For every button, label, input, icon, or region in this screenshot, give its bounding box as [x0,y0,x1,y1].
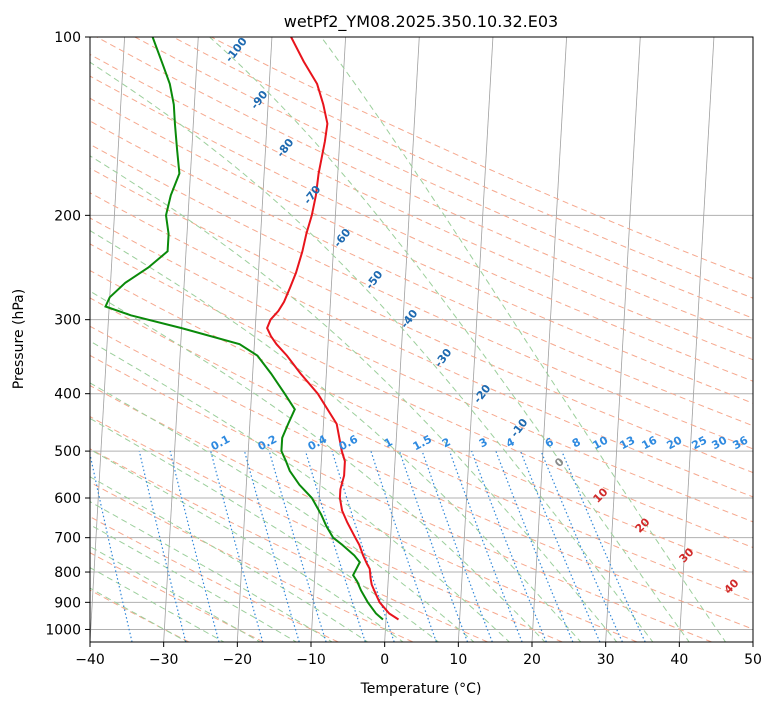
x-tick-label: 30 [597,652,615,668]
y-tick-label: 400 [54,387,81,403]
mixing-ratio-line [520,450,601,642]
mixing-ratio-line [304,450,366,642]
y-axis-label: Pressure (hPa) [11,289,27,389]
x-tick-label: −20 [223,652,253,668]
dry-adiabat-line [134,37,753,319]
chart-title: wetPf2_YM08.2025.350.10.32.E03 [284,12,558,32]
x-tick-label: 0 [380,652,389,668]
moist-adiabat-line [90,382,475,642]
dry-adiabat-line [90,354,712,642]
isotherm-line [457,37,494,642]
mixing-ratio-label: 25 [690,434,710,453]
dry-adiabat-line [90,167,753,474]
dry-adiabat-line [172,37,753,299]
isotherm-line [678,37,715,642]
isotherm-line [163,37,199,642]
mixing-ratio-line [495,450,574,642]
isotherm-line [236,37,273,642]
mixing-ratio-line [471,450,547,642]
x-tick-label: 20 [523,652,541,668]
moist-adiabat-line [90,524,298,642]
mixing-ratio-line [90,451,133,642]
temperature-profile-line [266,37,400,621]
moist-adiabat-line [90,61,654,642]
y-tick-label: 800 [54,565,81,581]
dry-adiabat-line [96,37,753,340]
isotherm-line [90,37,125,642]
moist-adiabat-line [90,448,404,642]
dry-adiabat-line [90,384,638,642]
isotherm-line [531,37,567,642]
mixing-ratio-line [448,450,523,642]
y-tick-label: 200 [54,208,81,224]
y-tick-label: 900 [54,595,81,611]
mixing-ratio-label: 10 [591,433,611,452]
mixing-ratio-label: 20 [665,433,685,452]
mixing-ratio-line [421,450,493,642]
dry-adiabat-line [90,243,753,549]
dry-adiabat-line [90,143,753,450]
isotherm-line [605,37,641,642]
moist-adiabat-line [90,501,334,642]
mixing-ratio-line [370,450,437,642]
mixing-ratio-line [169,450,220,642]
plot-area [90,37,753,642]
axes: −40 −30 −20 −10 0 10 20 30 40 50 100 200 300 400 500 60… [45,30,762,668]
x-tick-label: 10 [449,652,467,668]
y-tick-label: 600 [54,491,81,507]
y-tick-label: 100 [54,30,81,46]
dry-adiabat-line [90,53,753,361]
dry-adiabat-line [90,192,753,498]
moist-adiabat-line [90,155,618,642]
dry-adiabat-line [90,120,753,427]
moist-adiabat-line [90,545,262,642]
x-tick-label: −40 [75,652,105,668]
y-tick-label: 700 [54,531,81,547]
mixing-ratio-line [210,450,264,642]
mixing-ratio-line [268,450,327,642]
mixing-ratio-line [561,450,646,642]
x-tick-label: −30 [149,652,179,668]
mixing-ratio-line [540,450,623,642]
dry-adiabat-line [90,97,753,404]
x-tick-label: 40 [670,652,688,668]
dry-adiabat-line [90,75,753,382]
mixing-ratio-line [243,450,300,642]
mixing-ratio-label: 30 [710,433,730,452]
moist-adiabat-line [90,340,511,642]
y-tick-label: 500 [54,444,81,460]
dry-adiabat-line [90,269,753,575]
mixing-ratio-label: 16 [640,433,660,452]
plot-frame [89,36,754,643]
y-tick-label: 300 [54,313,81,329]
moist-adiabat-line [90,476,369,642]
dry-adiabat-line [210,37,753,280]
x-tick-label: 50 [744,652,762,668]
x-axis-label: Temperature (°C) [360,681,482,697]
isotherm-line [384,37,420,642]
moist-adiabat-line [90,229,582,642]
x-tick-label: −10 [296,652,326,668]
mixing-ratio-line [398,450,469,642]
dewpoint-profile-line [104,37,384,621]
moist-adiabat-line [320,37,727,642]
mixing-ratio-line [138,450,187,642]
mixing-ratio-label: 13 [618,434,638,453]
moist-adiabat-line [209,37,690,642]
mixing-ratio-label: 36 [731,433,751,452]
y-tick-label: 1000 [45,622,81,638]
mixing-ratio-line [331,450,395,642]
